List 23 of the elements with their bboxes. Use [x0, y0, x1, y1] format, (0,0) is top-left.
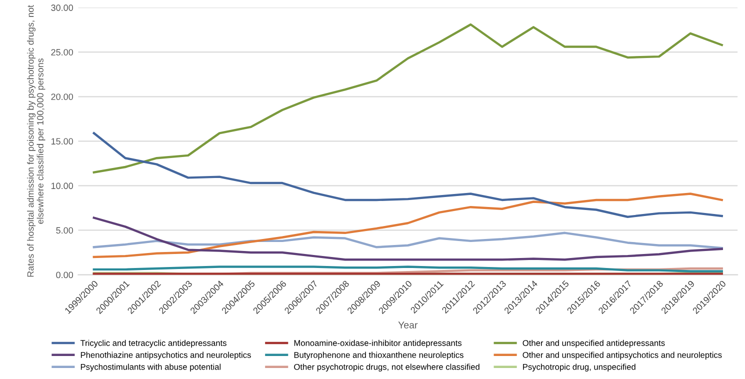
- legend-label: Other and unspecified antidepressants: [522, 340, 665, 348]
- legend-label: Phenothiazine antipsychotics and neuroleptics: [80, 352, 251, 360]
- y-tick-label: 0.00: [56, 272, 74, 278]
- legend-label: Butyrophenone and thioxanthene neuroleptics: [294, 352, 464, 360]
- legend-label: Tricyclic and tetracyclic antidepressants: [80, 340, 226, 348]
- line-series: [92, 23, 723, 174]
- legend-label: Monoamine-oxidase-inhibitor antidepressants: [294, 340, 462, 348]
- legend-label: Other psychotropic drugs, not elsewhere classified: [294, 364, 480, 372]
- y-axis-title: Rates of hospital admission for poisoning by psychotropic drugs, not elsewhere classified per 100,000 persons: [27, 4, 46, 277]
- legend-label: Psychostimulants with abuse potential: [80, 364, 221, 372]
- y-tick-label: 20.00: [51, 94, 74, 100]
- line-series: [92, 132, 723, 218]
- y-tick-label: 15.00: [51, 138, 74, 145]
- y-tick-label: 25.00: [51, 49, 74, 56]
- y-tick-label: 5.00: [56, 227, 74, 234]
- x-axis-title: Year: [398, 322, 418, 328]
- line-series: [92, 232, 723, 250]
- y-tick-label: 30.00: [51, 4, 74, 11]
- y-tick-label: 10.00: [51, 182, 74, 190]
- legend-label: Other and unspecified antipsychotics and neuroleptics: [522, 352, 722, 360]
- line-series: [92, 192, 723, 258]
- line-series: [92, 216, 723, 261]
- legend-label: Psychotropic drug, unspecified: [523, 364, 636, 372]
